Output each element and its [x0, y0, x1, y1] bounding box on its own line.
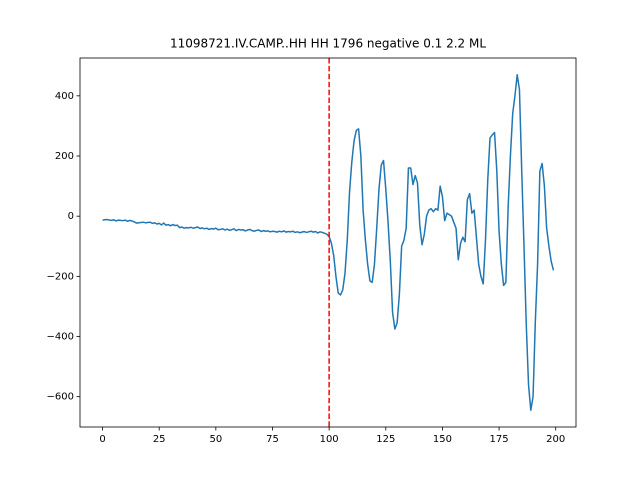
y-tick-label: −200 [47, 271, 74, 282]
y-tick-label: −400 [47, 332, 74, 343]
x-tick-label: 175 [490, 434, 509, 445]
x-tick-label: 200 [546, 434, 565, 445]
plot-frame [79, 57, 577, 428]
x-tick-label: 75 [266, 434, 279, 445]
x-tick-label: 125 [376, 434, 395, 445]
x-tick-label: 0 [99, 434, 105, 445]
x-tick-label: 50 [209, 434, 222, 445]
y-tick-label: 400 [55, 91, 74, 102]
y-tick-label: −600 [47, 392, 74, 403]
x-tick-label: 150 [433, 434, 452, 445]
x-tick-label: 25 [153, 434, 166, 445]
y-tick-label: 200 [55, 151, 74, 162]
y-tick-label: 0 [68, 211, 74, 222]
data-line [102, 74, 555, 411]
x-tick-label: 100 [320, 434, 339, 445]
chart-title: 11098721.IV.CAMP..HH HH 1796 negative 0.… [170, 37, 486, 51]
